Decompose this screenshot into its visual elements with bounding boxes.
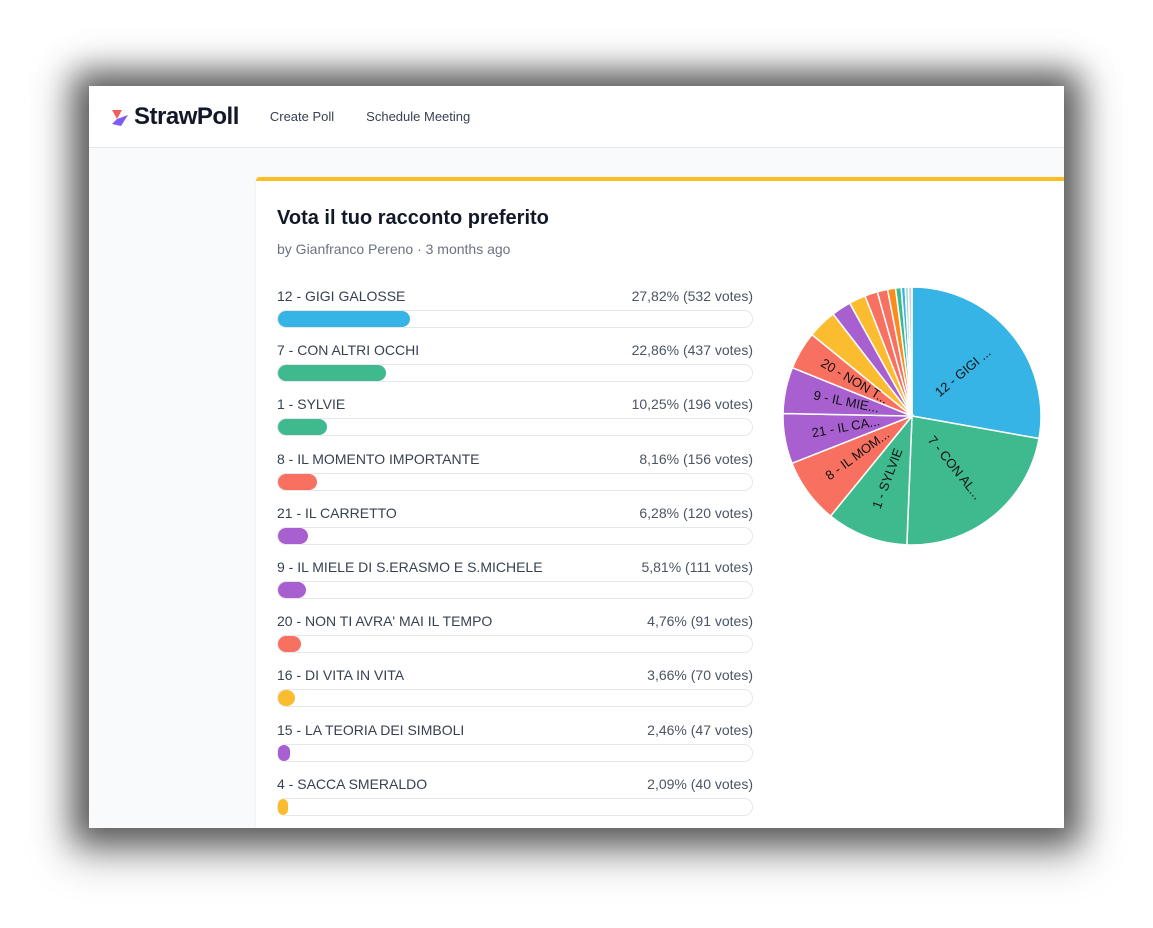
result-value: 10,25% (196 votes)	[631, 396, 753, 413]
result-bar-track	[277, 635, 753, 654]
result-row: 1 - SYLVIE 10,25% (196 votes)	[277, 396, 753, 450]
result-value: 2,09% (40 votes)	[647, 775, 753, 792]
result-row: 12 - GIGI GALOSSE 27,82% (532 votes)	[277, 288, 753, 342]
result-value: 4,76% (91 votes)	[647, 613, 753, 630]
result-value: 27,82% (532 votes)	[631, 288, 753, 304]
poll-results-card: Vota il tuo racconto preferito by Gianfr…	[256, 177, 1064, 828]
result-bar-fill	[278, 473, 317, 490]
result-row: 9 - IL MIELE DI S.ERASMO E S.MICHELE 5,81…	[277, 559, 753, 613]
result-label: 4 - SACCA SMERALDO	[277, 775, 428, 792]
result-bar-fill	[278, 419, 327, 436]
result-bar-track	[277, 689, 753, 708]
result-bar-track	[277, 743, 753, 762]
result-value: 22,86% (437 votes)	[631, 342, 753, 359]
result-row: 8 - IL MOMENTO IMPORTANTE 8,16% (156 vote…	[277, 451, 753, 505]
result-bar-fill	[278, 798, 288, 815]
result-row: 4 - SACCA SMERALDO 2,09% (40 votes)	[277, 776, 753, 828]
result-label: 20 - NON TI AVRA' MAI IL TEMPO	[277, 613, 493, 630]
result-value: 8,16% (156 votes)	[639, 450, 753, 467]
result-bar-track	[277, 472, 753, 491]
result-bar-fill	[278, 527, 308, 544]
result-bar-fill	[278, 690, 296, 707]
result-bar-fill	[278, 581, 306, 598]
result-row: 21 - IL CARRETTO 6,28% (120 votes)	[277, 505, 753, 559]
poll-meta: by Gianfranco Pereno · 3 months ago	[277, 241, 511, 257]
result-value: 2,46% (47 votes)	[647, 721, 753, 738]
result-label: 21 - IL CARRETTO	[277, 504, 397, 521]
result-label: 15 - LA TEORIA DEI SIMBOLI	[277, 721, 465, 738]
result-label: 16 - DI VITA IN VITA	[277, 667, 405, 684]
result-value: 3,66% (70 votes)	[647, 667, 753, 684]
result-bar-track	[277, 526, 753, 545]
result-row: 7 - CON ALTRI OCCHI 22,86% (437 votes)	[277, 342, 753, 396]
pie-outline	[782, 286, 1042, 546]
poll-title: Vota il tuo racconto preferito	[277, 207, 549, 229]
nav-create-poll[interactable]: Create Poll	[269, 109, 335, 124]
result-bar-track	[277, 580, 753, 599]
result-label: 12 - GIGI GALOSSE	[277, 288, 406, 304]
brand-logo[interactable]: StrawPoll	[109, 103, 239, 131]
result-bar-fill	[278, 636, 301, 653]
result-label: 1 - SYLVIE	[277, 396, 346, 413]
result-bar-fill	[278, 744, 290, 761]
result-row: 16 - DI VITA IN VITA 3,66% (70 votes)	[277, 667, 753, 721]
brand-name: StrawPoll	[134, 102, 239, 130]
result-label: 9 - IL MIELE DI S.ERASMO E S.MICHELE	[277, 558, 543, 575]
pie-chart: 12 - GIGI ... 7 - CON AL... 1 - SYLVIE 8 - …	[780, 284, 1044, 548]
screenshot-frame: StrawPoll Create Poll Schedule Meeting V…	[89, 86, 1064, 828]
result-label: 7 - CON ALTRI OCCHI	[277, 342, 420, 359]
strawpoll-logo-icon	[112, 109, 128, 126]
result-bar-fill	[278, 311, 410, 327]
result-value: 5,81% (111 votes)	[641, 558, 753, 575]
result-value: 6,28% (120 votes)	[639, 504, 753, 521]
result-bar-track	[277, 364, 753, 383]
result-bar-track	[277, 797, 753, 816]
result-bar-track	[277, 310, 753, 328]
top-navbar: StrawPoll Create Poll Schedule Meeting	[89, 86, 1064, 148]
result-row: 20 - NON TI AVRA' MAI IL TEMPO 4,76% (91 …	[277, 613, 753, 667]
results-list: 12 - GIGI GALOSSE 27,82% (532 votes) 7 - C…	[277, 288, 753, 828]
nav-schedule-meeting[interactable]: Schedule Meeting	[366, 109, 471, 124]
result-label: 8 - IL MOMENTO IMPORTANTE	[277, 450, 480, 467]
result-row: 15 - LA TEORIA DEI SIMBOLI 2,46% (47 vote…	[277, 722, 753, 776]
result-bar-fill	[278, 365, 387, 382]
result-bar-track	[277, 418, 753, 437]
